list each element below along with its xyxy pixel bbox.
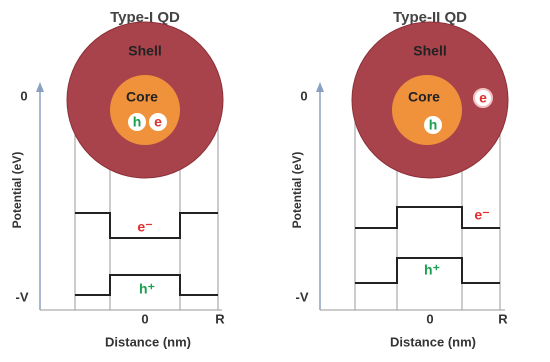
x-zero-label: 0	[141, 311, 148, 326]
core-label: Core	[408, 89, 440, 105]
y-top-label: 0	[20, 88, 27, 103]
y-arrow	[316, 82, 324, 92]
y-axis-label: Potential (eV)	[290, 152, 304, 229]
hole-band-label: h⁺	[139, 281, 155, 297]
electron-band-label: e⁻	[137, 219, 152, 235]
x-axis-label: Distance (nm)	[105, 334, 191, 349]
y-axis-label: Potential (eV)	[10, 152, 24, 229]
y-bottom-label: -V	[16, 289, 29, 304]
hole-label: h	[133, 114, 142, 130]
electron-label: e	[154, 114, 162, 130]
x-end-label: R	[498, 311, 508, 326]
hole-band-label: h⁺	[424, 262, 440, 278]
x-zero-label: 0	[426, 311, 433, 326]
electron-band-label: e⁻	[474, 207, 489, 223]
y-top-label: 0	[300, 88, 307, 103]
electron-label: e	[479, 90, 487, 106]
shell-label: Shell	[413, 43, 446, 59]
y-arrow	[36, 82, 44, 92]
core-label: Core	[126, 89, 158, 105]
core	[110, 75, 180, 145]
hole-label: h	[429, 117, 438, 133]
core	[392, 75, 462, 145]
y-bottom-label: -V	[296, 289, 309, 304]
x-end-label: R	[215, 311, 225, 326]
x-axis-label: Distance (nm)	[390, 334, 476, 349]
diagram: Type-I QDShellCorehee⁻h⁺0-VPotential (eV…	[0, 0, 550, 357]
shell-label: Shell	[128, 43, 161, 59]
